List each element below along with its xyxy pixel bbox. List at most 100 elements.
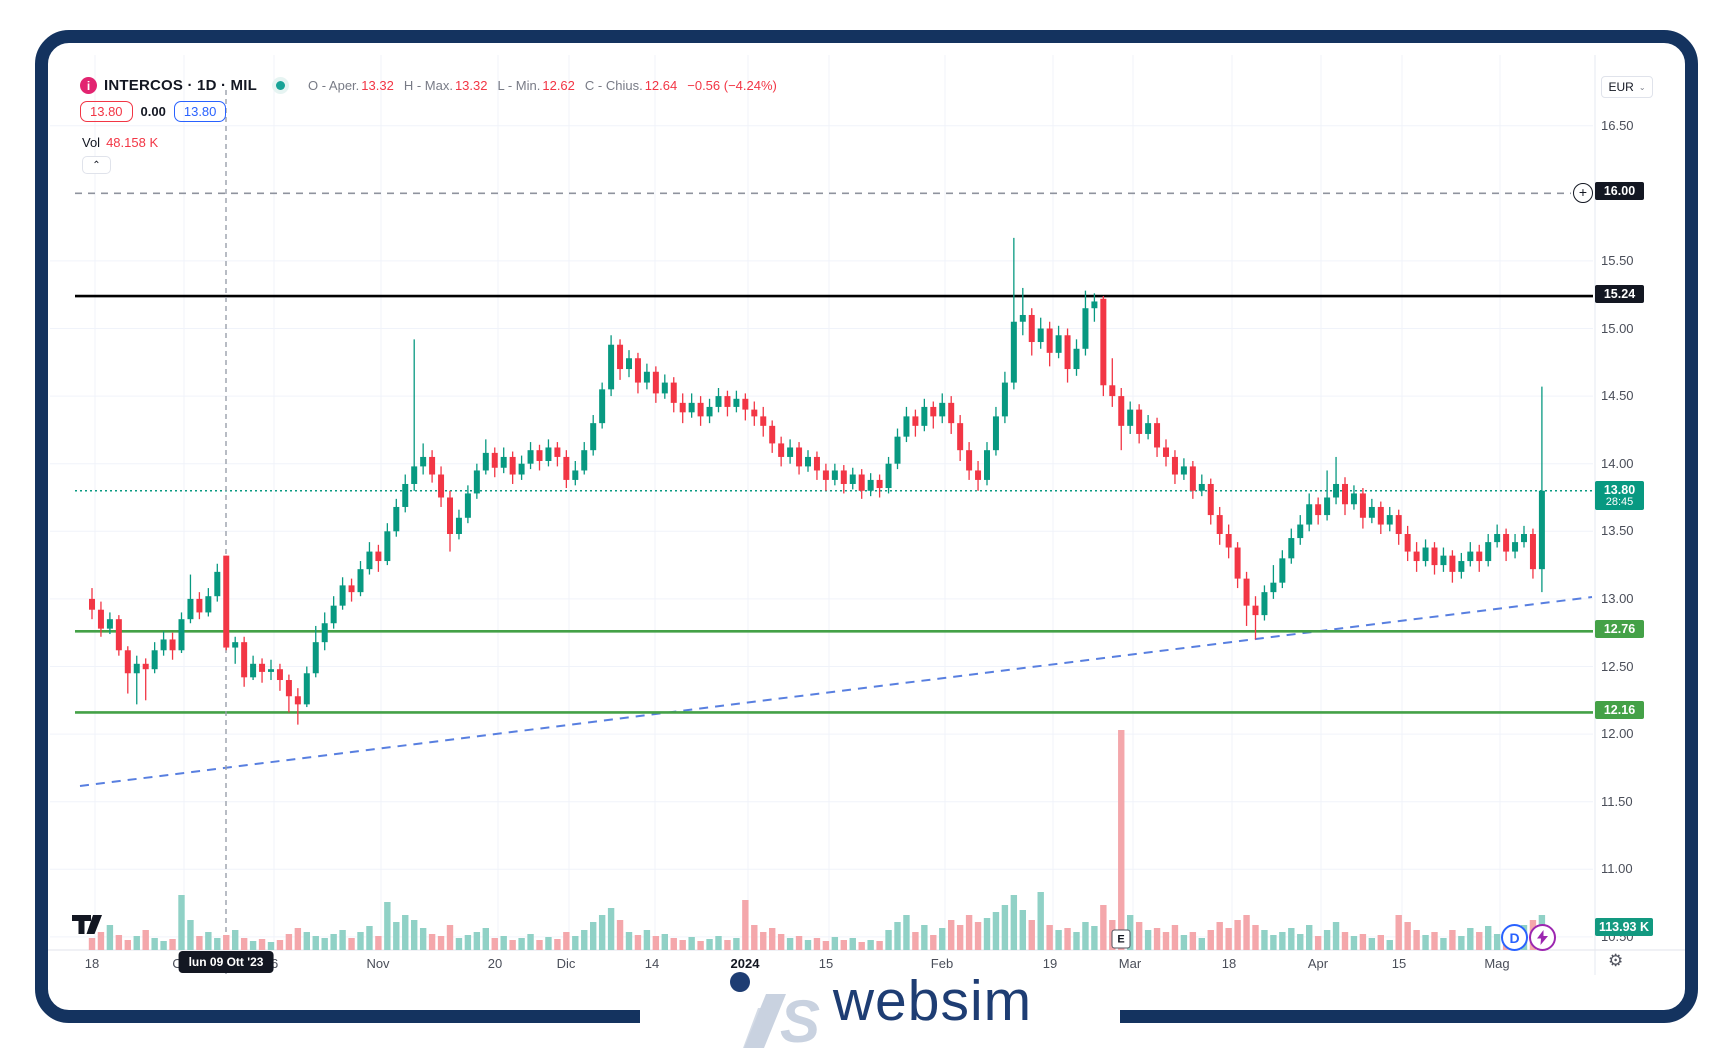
candle-body xyxy=(903,416,910,437)
volume-bar xyxy=(1332,922,1340,950)
ohlc-legend-item: L - Min. 12.62 xyxy=(497,78,575,93)
volume-bar xyxy=(1314,936,1322,950)
candle-body xyxy=(348,585,355,593)
volume-bar xyxy=(1153,928,1161,950)
buy-price-button[interactable]: 13.80 xyxy=(173,101,227,122)
candle-body xyxy=(124,650,131,674)
spread-value: 0.00 xyxy=(140,104,166,119)
volume-bar xyxy=(572,936,579,950)
websim-wordmark: websim xyxy=(832,969,1033,1033)
currency-dropdown[interactable]: EUR ⌄ xyxy=(1601,76,1653,98)
volume-bar xyxy=(1341,932,1349,950)
volume-bar xyxy=(1073,932,1080,950)
candle-body xyxy=(608,344,615,390)
volume-bar xyxy=(249,941,257,950)
volume-bar xyxy=(625,932,633,950)
price-tick-label: 12.00 xyxy=(1601,726,1634,742)
volume-bar xyxy=(169,939,176,950)
candle-body xyxy=(1028,314,1035,343)
volume-bar xyxy=(133,936,140,950)
price-chip-13-80: 13.80 28:45 xyxy=(1595,480,1644,510)
volume-bar xyxy=(876,941,883,950)
volume-bar xyxy=(804,940,812,950)
volume-bar xyxy=(956,925,964,950)
candle-body xyxy=(1261,592,1268,616)
candle-body xyxy=(1529,534,1536,570)
candle-body xyxy=(1467,551,1474,562)
candle-body xyxy=(751,409,758,417)
candle-body xyxy=(670,382,677,403)
volume-bar xyxy=(1118,730,1125,950)
volume-bar xyxy=(822,941,830,950)
volume-bar xyxy=(616,920,624,950)
candle-body xyxy=(393,506,400,532)
candle-body xyxy=(1306,504,1313,525)
volume-bar xyxy=(509,940,516,950)
volume-bar xyxy=(598,915,606,950)
candle-body xyxy=(1171,456,1178,475)
candle-body xyxy=(661,382,668,394)
earnings-event-badge[interactable]: E xyxy=(1111,929,1131,949)
volume-bar xyxy=(303,932,310,950)
sell-price-button[interactable]: 13.80 xyxy=(80,101,133,122)
candle-body xyxy=(1413,551,1420,562)
add-alert-plus-icon[interactable]: + xyxy=(1573,183,1593,204)
volume-bar xyxy=(1216,922,1223,950)
candle-body xyxy=(688,402,695,413)
candle-body xyxy=(294,696,301,705)
gear-icon[interactable]: ⚙ xyxy=(1608,951,1624,970)
price-tick-label: 11.50 xyxy=(1601,793,1633,809)
candle-body xyxy=(1243,578,1250,606)
volume-bar xyxy=(1234,920,1241,950)
candle-body xyxy=(1324,497,1331,516)
volume-bar xyxy=(1306,925,1313,950)
volume-bar xyxy=(446,925,454,950)
candle-body xyxy=(232,642,239,648)
volume-bar xyxy=(974,922,982,950)
volume-bar xyxy=(1386,940,1393,950)
candle-body xyxy=(1198,483,1205,491)
candle-body xyxy=(250,663,257,678)
candle-body xyxy=(1368,506,1375,518)
volume-bar xyxy=(1091,926,1098,950)
candle-body xyxy=(1145,423,1152,434)
volume-bar xyxy=(437,936,445,950)
volume-bar xyxy=(285,934,293,950)
volume-bar xyxy=(1135,922,1143,950)
volume-bar xyxy=(1144,930,1152,950)
volume-bar xyxy=(1467,928,1474,950)
volume-bar xyxy=(1377,935,1384,950)
volume-bar xyxy=(428,934,436,950)
time-tick-label: Mar xyxy=(1118,956,1142,971)
volume-bar xyxy=(1288,928,1295,950)
candle-body xyxy=(303,673,310,705)
candle-body xyxy=(1234,547,1241,579)
candle-body xyxy=(464,493,471,518)
symbol-title[interactable]: INTERCOS · 1D · MIL xyxy=(104,77,257,94)
candle-body xyxy=(1377,506,1384,525)
volume-bar xyxy=(187,920,194,950)
collapse-indicators-button[interactable]: ⌃ xyxy=(82,156,111,174)
volume-bar xyxy=(992,912,1000,950)
time-tick-label: Nov xyxy=(366,956,390,971)
vol-label: Vol xyxy=(82,135,101,150)
instant-trading-button[interactable] xyxy=(1529,924,1556,951)
tradingview-logo-icon[interactable] xyxy=(72,915,102,935)
volume-bar xyxy=(348,938,355,950)
price-tick-label: 13.50 xyxy=(1601,523,1634,539)
price-chip-12-76: 12.76 xyxy=(1595,620,1644,639)
candle-body xyxy=(285,680,292,697)
volume-bar xyxy=(742,900,749,950)
price-tick-label: 15.00 xyxy=(1601,320,1634,336)
candle-body xyxy=(831,470,838,480)
trendline[interactable] xyxy=(79,596,1593,787)
daily-interval-button[interactable]: D xyxy=(1501,924,1528,951)
volume-bar xyxy=(196,936,203,950)
candle-body xyxy=(1001,382,1008,417)
volume-bar xyxy=(948,920,955,950)
candle-body xyxy=(975,470,982,480)
candle-body xyxy=(1288,538,1295,559)
volume-bar xyxy=(1046,925,1053,950)
candle-body xyxy=(1216,515,1223,535)
